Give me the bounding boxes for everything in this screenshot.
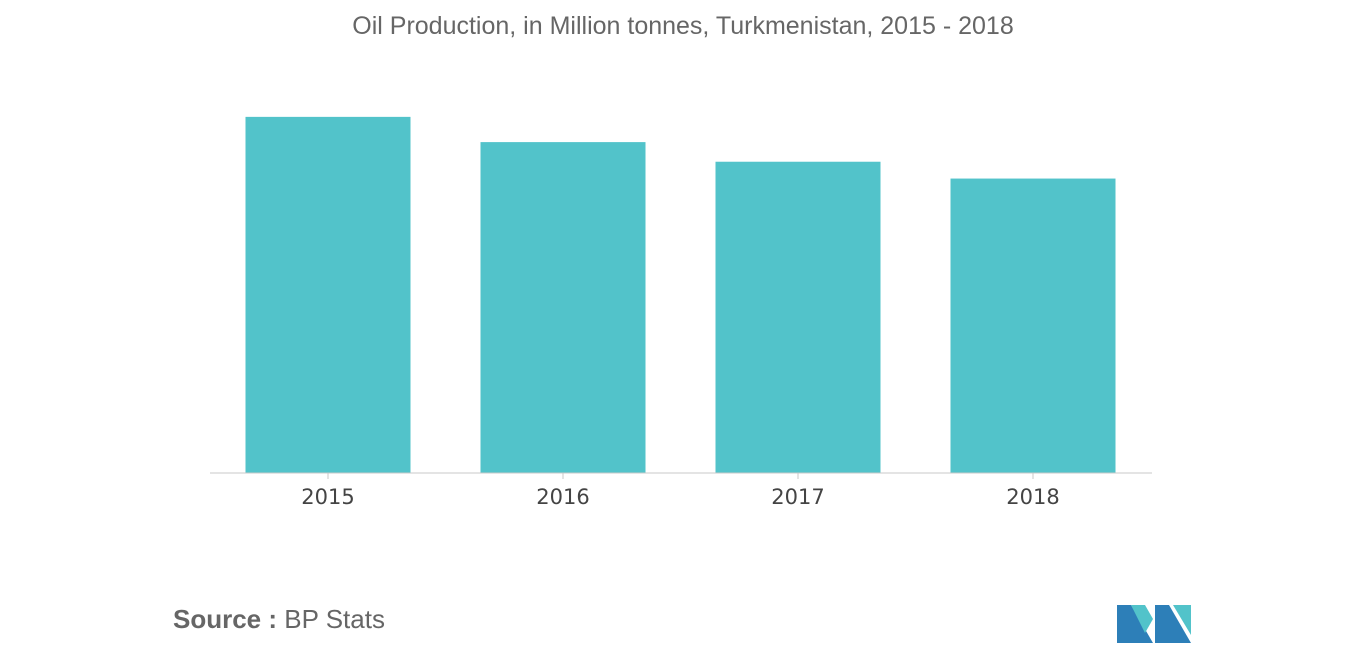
chart-title: Oil Production, in Million tonnes, Turkm… [352,12,1014,40]
x-tick-label: 2017 [771,485,824,509]
x-tick-label: 2018 [1006,485,1059,509]
bars-group [245,116,1116,474]
x-tick-label: 2016 [536,485,589,509]
x-tick-labels-group: 2015 2016 2017 2018 [301,485,1059,509]
mordor-logo-icon [1117,605,1191,643]
bar-2018 [950,178,1116,473]
bar-2016 [480,142,646,473]
bar-2015 [245,116,411,474]
x-tick-label: 2015 [301,485,354,509]
source-note: Source : BP Stats [173,604,385,635]
source-label: Source : [173,604,278,634]
bar-chart: 2015 2016 2017 2018 [210,116,1152,509]
source-value: BP Stats [284,604,385,634]
x-ticks-group [327,473,1034,479]
bar-2017 [715,161,881,474]
